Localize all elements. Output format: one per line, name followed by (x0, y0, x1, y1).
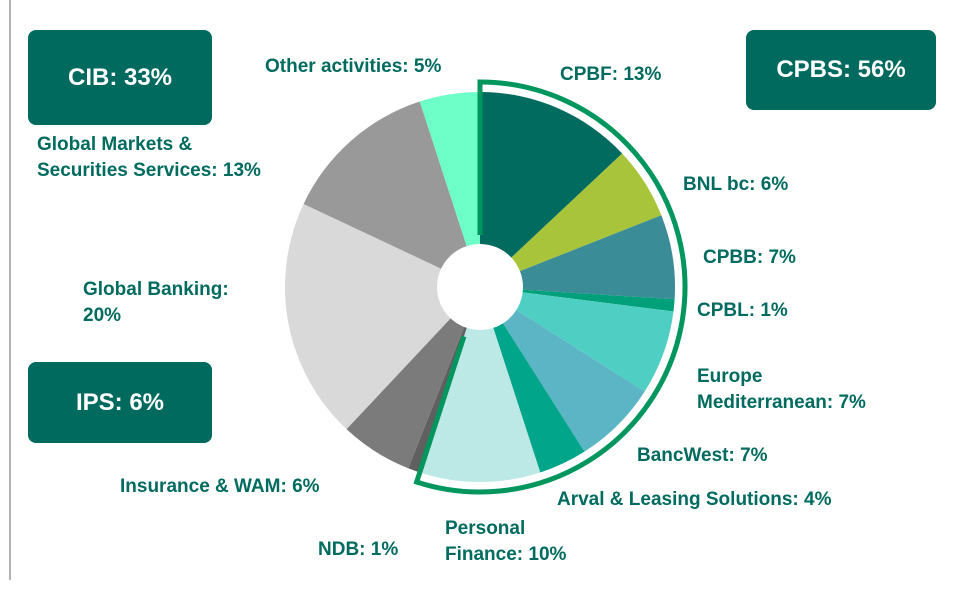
slice-label: Personal Finance: 10% (445, 518, 567, 565)
slice-label: NDB: 1% (318, 539, 399, 560)
group-box: IPS: 6% (28, 362, 212, 443)
pie-slice (480, 215, 675, 300)
pie-slice (480, 287, 674, 392)
slice-label: BNL bc: 6% (683, 174, 789, 195)
pie-slice (419, 92, 480, 287)
slice-label: CPBL: 1% (697, 300, 788, 321)
slice-label: Global Markets & Securities Services: 13… (37, 134, 261, 181)
pie-slice (408, 287, 480, 473)
pie-slice (480, 153, 662, 287)
pie-slice (480, 287, 645, 452)
group-box: CIB: 33% (28, 30, 212, 125)
pie-slice (480, 287, 585, 473)
pie-slice (480, 287, 675, 312)
slice-label: Other activities: 5% (265, 56, 442, 77)
slice-label: Insurance & WAM: 6% (120, 476, 320, 497)
pie-slice (346, 287, 480, 469)
slice-label: Global Banking: 20% (83, 279, 229, 326)
pie-slice (303, 101, 480, 287)
group-box: CPBS: 56% (746, 30, 936, 110)
slice-label: CPBF: 13% (560, 64, 662, 85)
pie-slice (480, 92, 623, 287)
slice-label: Arval & Leasing Solutions: 4% (557, 489, 832, 510)
group-outline (413, 79, 688, 495)
pie-slice (285, 203, 480, 430)
slice-label: Europe Mediterranean: 7% (697, 366, 866, 413)
donut-hole (437, 244, 523, 330)
slice-label: BancWest: 7% (637, 445, 768, 466)
pie-slice (419, 287, 541, 483)
slice-label: CPBB: 7% (703, 247, 796, 268)
